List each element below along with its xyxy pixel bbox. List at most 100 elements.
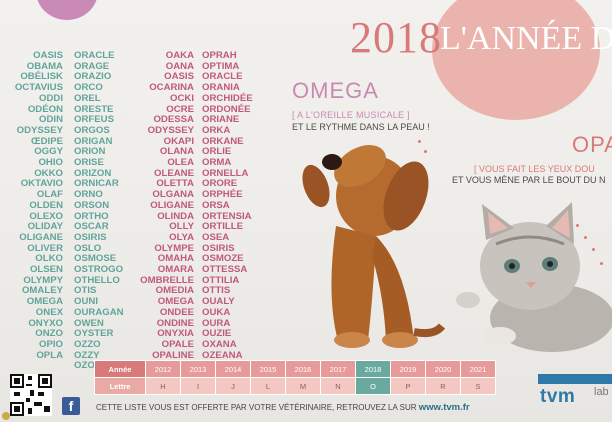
name-item: OLAF xyxy=(36,189,63,201)
facebook-icon[interactable]: f xyxy=(62,397,80,415)
name-item: OUKA xyxy=(202,306,231,318)
name-item: OLINDA xyxy=(157,210,194,222)
name-item: OZZO xyxy=(74,338,101,350)
name-item: OZZY xyxy=(74,349,100,361)
name-item: OXANA xyxy=(202,338,237,350)
name-item: ORKANE xyxy=(202,135,244,147)
name-item: ODÉON xyxy=(27,103,63,115)
name-item: ORFEUS xyxy=(74,114,114,126)
name-item: ORMA xyxy=(202,157,232,169)
logo-suffix: lab xyxy=(594,386,609,398)
letter-cell: H xyxy=(145,377,181,395)
letter-cell: O xyxy=(355,377,391,395)
name-item: OSCAR xyxy=(74,221,109,233)
name-item: ORACLE xyxy=(74,50,115,61)
letter-cell: R xyxy=(425,377,461,395)
name-item: OAKA xyxy=(165,50,194,61)
name-item: ORKA xyxy=(202,124,231,136)
name-item: OLYMPE xyxy=(154,242,194,254)
title-circle xyxy=(432,0,600,120)
logo-text: tvm xyxy=(540,386,576,407)
names-column-1: OASIS OBAMA OBÉLISK OCTAVIUS ODDI ODÉON ODIN OD… xyxy=(0,50,63,361)
name-item: ORTHO xyxy=(74,210,109,222)
omega-title: OMEGA xyxy=(292,78,379,103)
name-item: OLYMPY xyxy=(23,274,63,286)
letter-cell: L xyxy=(250,377,286,395)
name-item: OLEA xyxy=(167,157,194,169)
kitten-image xyxy=(456,202,612,352)
letter-cell: N xyxy=(320,377,356,395)
name-item: ORISE xyxy=(74,157,104,169)
name-item: OLDEN xyxy=(29,199,63,211)
name-item: OZEANA xyxy=(202,349,243,361)
name-item: OMALEY xyxy=(21,285,63,297)
name-item: ORACLE xyxy=(202,71,243,83)
name-item: OURA xyxy=(202,317,231,329)
footer-message: CETTE LISTE VOUS EST OFFERTE PAR VOTRE V… xyxy=(96,403,417,412)
name-item: OZONE xyxy=(74,360,109,372)
name-item: ODYSSEY xyxy=(16,124,63,136)
header-title: L'ANNÉE DES xyxy=(440,20,612,57)
year-cell: 2012 xyxy=(145,360,181,378)
name-item: OTHELLO xyxy=(74,274,120,286)
name-item: OREL xyxy=(74,92,101,104)
name-item: OGGY xyxy=(34,146,63,158)
name-item: OASIS xyxy=(164,71,194,83)
name-item: OMEGA xyxy=(26,296,63,308)
name-item: OLLY xyxy=(169,221,194,233)
name-item: OANA xyxy=(165,60,194,72)
name-item: OMAHA xyxy=(157,253,194,265)
name-item: OSMOSE xyxy=(74,253,117,265)
year-cell: 2016 xyxy=(285,360,321,378)
name-item: OCARINA xyxy=(149,82,194,94)
name-item: ODYSSEY xyxy=(147,124,194,136)
name-item: OBÉLISK xyxy=(20,71,63,83)
name-item: OSTROGO xyxy=(74,264,124,276)
name-item: OLSEN xyxy=(29,264,63,276)
name-item: OKTAVIO xyxy=(20,178,63,190)
opa-subtitle: [ VOUS FAIT LES YEUX DOU xyxy=(474,164,595,174)
name-item: ORTENSIA xyxy=(202,210,252,222)
year-cell: 2015 xyxy=(250,360,286,378)
qr-code[interactable] xyxy=(10,374,52,416)
name-item: ORNICAR xyxy=(74,178,119,190)
name-item: ORNO xyxy=(74,189,103,201)
name-item: OLGANA xyxy=(152,189,194,201)
name-item: ORCO xyxy=(74,82,103,94)
tvm-logo: tvm lab xyxy=(538,372,612,414)
name-item: OCRE xyxy=(166,103,194,115)
name-item: OLIGANE xyxy=(150,199,194,211)
name-item: OTTIS xyxy=(202,285,231,297)
name-item: ODIN xyxy=(39,114,63,126)
name-item: OHIO xyxy=(38,157,63,169)
name-item: OLEXO xyxy=(29,210,63,222)
name-item: ORIANE xyxy=(202,114,240,126)
name-item: OYSTER xyxy=(74,328,114,340)
letter-row-label: Lettre xyxy=(94,377,146,395)
name-item: ŒDIPE xyxy=(31,135,63,147)
footer-url[interactable]: www.tvm.fr xyxy=(418,402,470,413)
letter-cell: I xyxy=(180,377,216,395)
year-cell: 2017 xyxy=(320,360,356,378)
name-item: OASIS xyxy=(33,50,63,61)
name-item: ONYXO xyxy=(28,317,63,329)
name-item: ORPHÉE xyxy=(202,189,243,201)
year-cell: 2020 xyxy=(425,360,461,378)
letter-cell: M xyxy=(285,377,321,395)
name-item: OLYA xyxy=(169,231,194,243)
name-item: ORGOS xyxy=(74,124,110,136)
names-column-3: OAKA OANA OASIS OCARINA OCKI OCRE ODESSA ODYSSE… xyxy=(140,50,194,372)
footer-text: CETTE LISTE VOUS EST OFFERTE PAR VOTRE V… xyxy=(96,402,470,413)
name-item: ODDI xyxy=(39,92,63,104)
decorative-circle xyxy=(36,0,98,20)
name-item: ONDEE xyxy=(159,306,194,318)
name-item: OLIVER xyxy=(27,242,63,254)
name-item: OPLA xyxy=(36,349,63,361)
name-item: OMEDIA xyxy=(155,285,194,297)
year-letter-table: Année 2012 2013 2014 2015 2016 2017 2018 2019 20… xyxy=(94,360,496,395)
name-item: OUZIE xyxy=(202,328,232,340)
year-cell: 2014 xyxy=(215,360,251,378)
letter-cell: J xyxy=(215,377,251,395)
omega-text: ET LE RYTHME DANS LA PEAU ! xyxy=(292,122,430,132)
